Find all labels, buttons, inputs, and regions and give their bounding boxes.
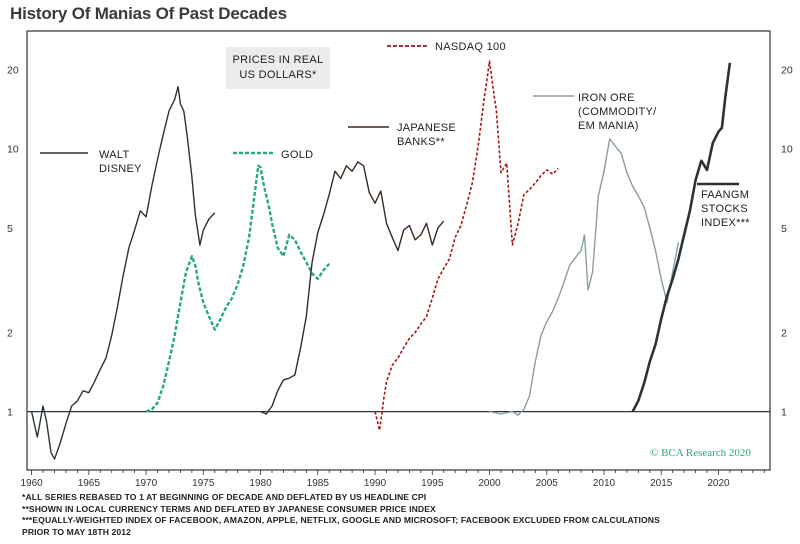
page-title: History Of Manias Of Past Decades xyxy=(10,4,287,23)
y-tick-left-label: 1 xyxy=(7,407,13,419)
x-tick-label: 1990 xyxy=(364,478,387,489)
footnote-4: PRIOR TO MAY 18TH 2012 xyxy=(22,526,132,537)
series-line xyxy=(145,164,331,413)
x-tick-label: 1980 xyxy=(249,478,272,489)
footnote-1: *ALL SERIES REBASED TO 1 AT BEGINNING OF… xyxy=(22,492,427,502)
y-tick-left-label: 20 xyxy=(7,64,19,76)
series-label: JAPANESE xyxy=(397,122,456,134)
series-4 xyxy=(489,138,680,416)
series-line xyxy=(260,161,445,415)
y-tick-right-label: 2 xyxy=(781,327,787,339)
series-5 xyxy=(631,62,732,413)
x-tick-label: 1965 xyxy=(78,478,101,489)
series-3 xyxy=(374,60,559,431)
y-tick-left-label: 5 xyxy=(7,223,13,235)
annotation-line-1: PRICES IN REAL xyxy=(232,54,323,66)
footnote-3: ***EQUALLY-WEIGHTED INDEX OF FACEBOOK, A… xyxy=(22,515,660,525)
series-labels: WALT DISNEY GOLD JAPANESE BANKS** NASDAQ 100 I… xyxy=(40,41,750,229)
y-tick-right-label: 20 xyxy=(781,64,793,76)
watermark: © BCA Research 2020 xyxy=(650,447,751,459)
x-tick-label: 2010 xyxy=(593,478,616,489)
x-tick-label: 1975 xyxy=(192,478,215,489)
series-line xyxy=(374,60,559,431)
series-label: BANKS** xyxy=(397,136,445,148)
series-label: NASDAQ 100 xyxy=(435,41,506,53)
x-tick-label: 2020 xyxy=(707,478,730,489)
annotation-box xyxy=(226,47,330,89)
x-axis: 1960 1965 1970 1975 1980 1985 1990 1995 2000 2005… xyxy=(20,470,765,489)
series-line xyxy=(489,138,680,416)
series-line xyxy=(30,86,216,460)
chart: 1 2 5 10 20 1 2 5 10 20 1960 1965 1970 1975 1980 1985… xyxy=(7,30,793,489)
series-label: INDEX*** xyxy=(701,217,750,229)
series-label: WALT xyxy=(99,149,130,161)
plot-frame xyxy=(26,30,771,471)
y-tick-right-label: 5 xyxy=(781,223,787,235)
y-tick-left-label: 2 xyxy=(7,327,13,339)
x-tick-label: 1985 xyxy=(307,478,330,489)
series-label: EM MANIA) xyxy=(578,120,639,132)
series-0 xyxy=(30,86,216,460)
series-2 xyxy=(260,161,445,415)
y-axis-right: 1 2 5 10 20 xyxy=(781,64,793,418)
x-tick-label: 1970 xyxy=(135,478,158,489)
series-label: FAANGM xyxy=(701,189,749,201)
series-label: IRON ORE xyxy=(578,92,635,104)
x-tick-label: 1995 xyxy=(421,478,444,489)
series-label: STOCKS xyxy=(701,203,748,215)
series-label: GOLD xyxy=(281,149,313,161)
series-1 xyxy=(145,164,331,413)
y-axis-left: 1 2 5 10 20 xyxy=(7,64,19,418)
x-tick-label: 1960 xyxy=(20,478,43,489)
series-layer xyxy=(30,60,732,460)
series-label: DISNEY xyxy=(99,163,142,175)
x-tick-label: 2015 xyxy=(650,478,673,489)
footnote-2: **SHOWN IN LOCAL CURRENCY TERMS AND DEFL… xyxy=(22,503,436,514)
x-tick-label: 2005 xyxy=(536,478,559,489)
annotation-line-2: US DOLLARS* xyxy=(239,69,317,81)
series-label: (COMMODITY/ xyxy=(578,106,657,118)
y-tick-left-label: 10 xyxy=(7,144,19,156)
y-tick-right-label: 10 xyxy=(781,144,793,156)
x-tick-label: 2000 xyxy=(478,478,501,489)
series-line xyxy=(631,62,732,413)
footnotes: *ALL SERIES REBASED TO 1 AT BEGINNING OF… xyxy=(22,492,792,538)
y-tick-right-label: 1 xyxy=(781,407,787,419)
